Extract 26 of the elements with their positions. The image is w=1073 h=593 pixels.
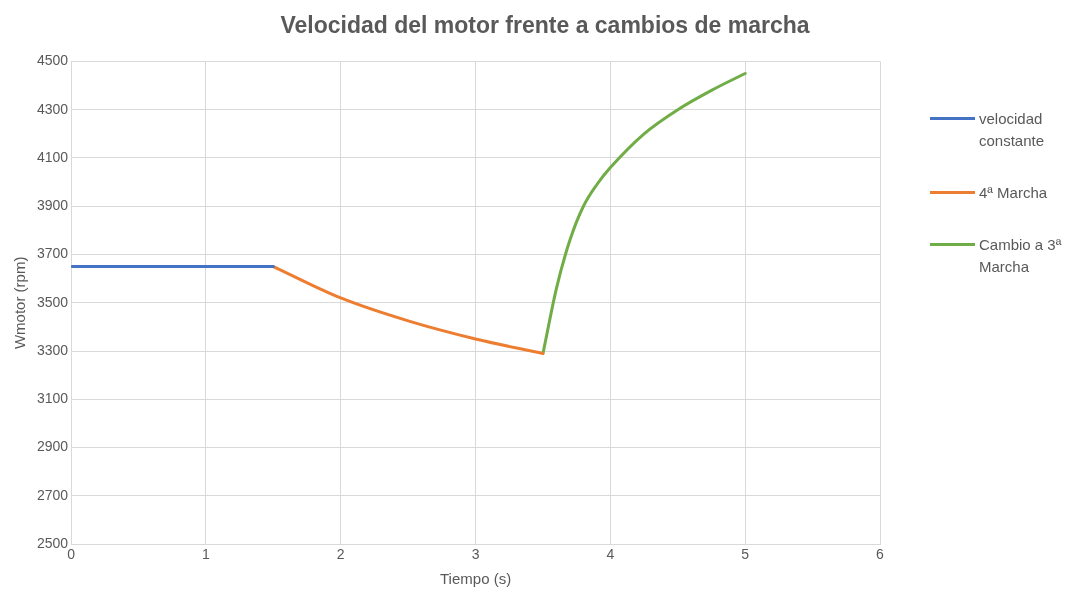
y-tick-label: 3300 bbox=[36, 341, 69, 358]
x-tick-label: 4 bbox=[606, 546, 615, 563]
y-tick-label: 4300 bbox=[36, 100, 69, 117]
y-tick-label: 3700 bbox=[36, 245, 69, 262]
legend-label: 4ª Marcha bbox=[979, 183, 1048, 203]
legend-label: Cambio a 3ª Marcha bbox=[979, 235, 1063, 277]
x-tick-label: 6 bbox=[876, 546, 885, 563]
y-tick-label: 2500 bbox=[36, 535, 69, 552]
y-tick-label: 2900 bbox=[36, 438, 69, 455]
line-series bbox=[541, 71, 747, 355]
chart-title: Velocidad del motor frente a cambios de marcha bbox=[279, 12, 811, 39]
y-axis-title: Wmotor (rpm) bbox=[11, 256, 29, 350]
line-series bbox=[271, 265, 545, 355]
y-tick-label: 3100 bbox=[36, 390, 69, 407]
y-tick-label: 4500 bbox=[36, 52, 69, 69]
x-tick-label: 3 bbox=[471, 546, 480, 563]
y-tick-label: 4100 bbox=[36, 148, 69, 165]
legend-label: velocidad constante bbox=[979, 109, 1046, 151]
x-tick-label: 5 bbox=[741, 546, 750, 563]
y-tick-label: 3900 bbox=[36, 197, 69, 214]
y-tick-label: 3500 bbox=[36, 293, 69, 310]
x-tick-label: 0 bbox=[67, 546, 76, 563]
x-tick-label: 2 bbox=[336, 546, 345, 563]
x-tick-label: 1 bbox=[202, 546, 211, 563]
y-tick-label: 2700 bbox=[36, 486, 69, 503]
x-axis-title: Tiempo (s) bbox=[440, 570, 512, 588]
